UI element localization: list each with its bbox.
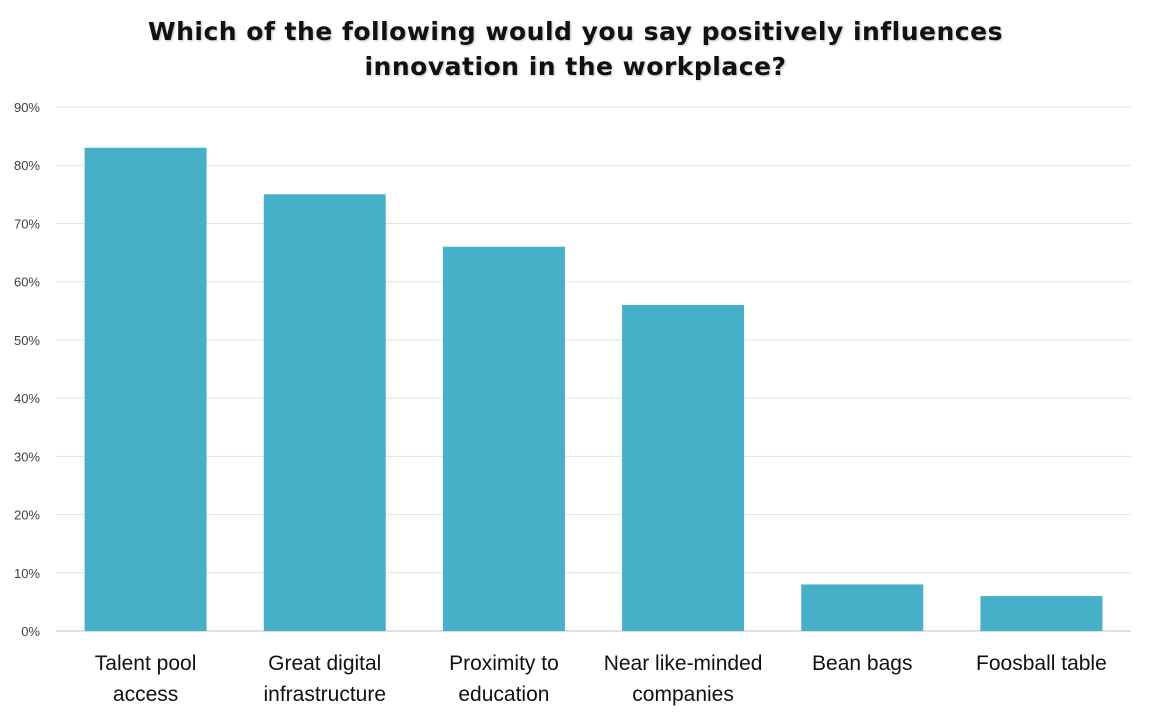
y-tick-label: 80%: [14, 158, 40, 173]
x-axis-labels: Talent pool access Great digital infrastruc…: [95, 652, 1107, 706]
x-category-label: Great digital infrastructure: [263, 652, 386, 706]
x-category-label: Bean bags: [812, 652, 912, 675]
y-tick-label: 20%: [14, 508, 40, 523]
x-category-label: Near like-minded companies: [604, 652, 763, 706]
chart-title: Which of the following would you say pos…: [148, 17, 1003, 81]
gridlines: [56, 106, 1131, 632]
x-category-label: Proximity to education: [449, 652, 559, 706]
bar: [801, 584, 924, 631]
bar: [622, 304, 745, 631]
bar: [980, 596, 1103, 631]
y-axis-ticks: 0% 10% 20% 30% 40% 50% 60% 70% 80% 90%: [14, 100, 40, 639]
bar: [84, 147, 207, 631]
y-tick-label: 40%: [14, 391, 40, 406]
x-category-label: Foosball table: [976, 652, 1107, 675]
x-category-label: Talent pool access: [95, 652, 197, 706]
y-tick-label: 70%: [14, 216, 40, 231]
y-tick-label: 50%: [14, 333, 40, 348]
bars: [84, 147, 1103, 632]
bar: [442, 246, 565, 631]
y-tick-label: 0%: [21, 624, 40, 639]
bar: [263, 194, 386, 632]
y-tick-label: 30%: [14, 449, 40, 464]
y-tick-label: 90%: [14, 100, 40, 115]
y-tick-label: 60%: [14, 275, 40, 290]
y-tick-label: 10%: [14, 566, 40, 581]
